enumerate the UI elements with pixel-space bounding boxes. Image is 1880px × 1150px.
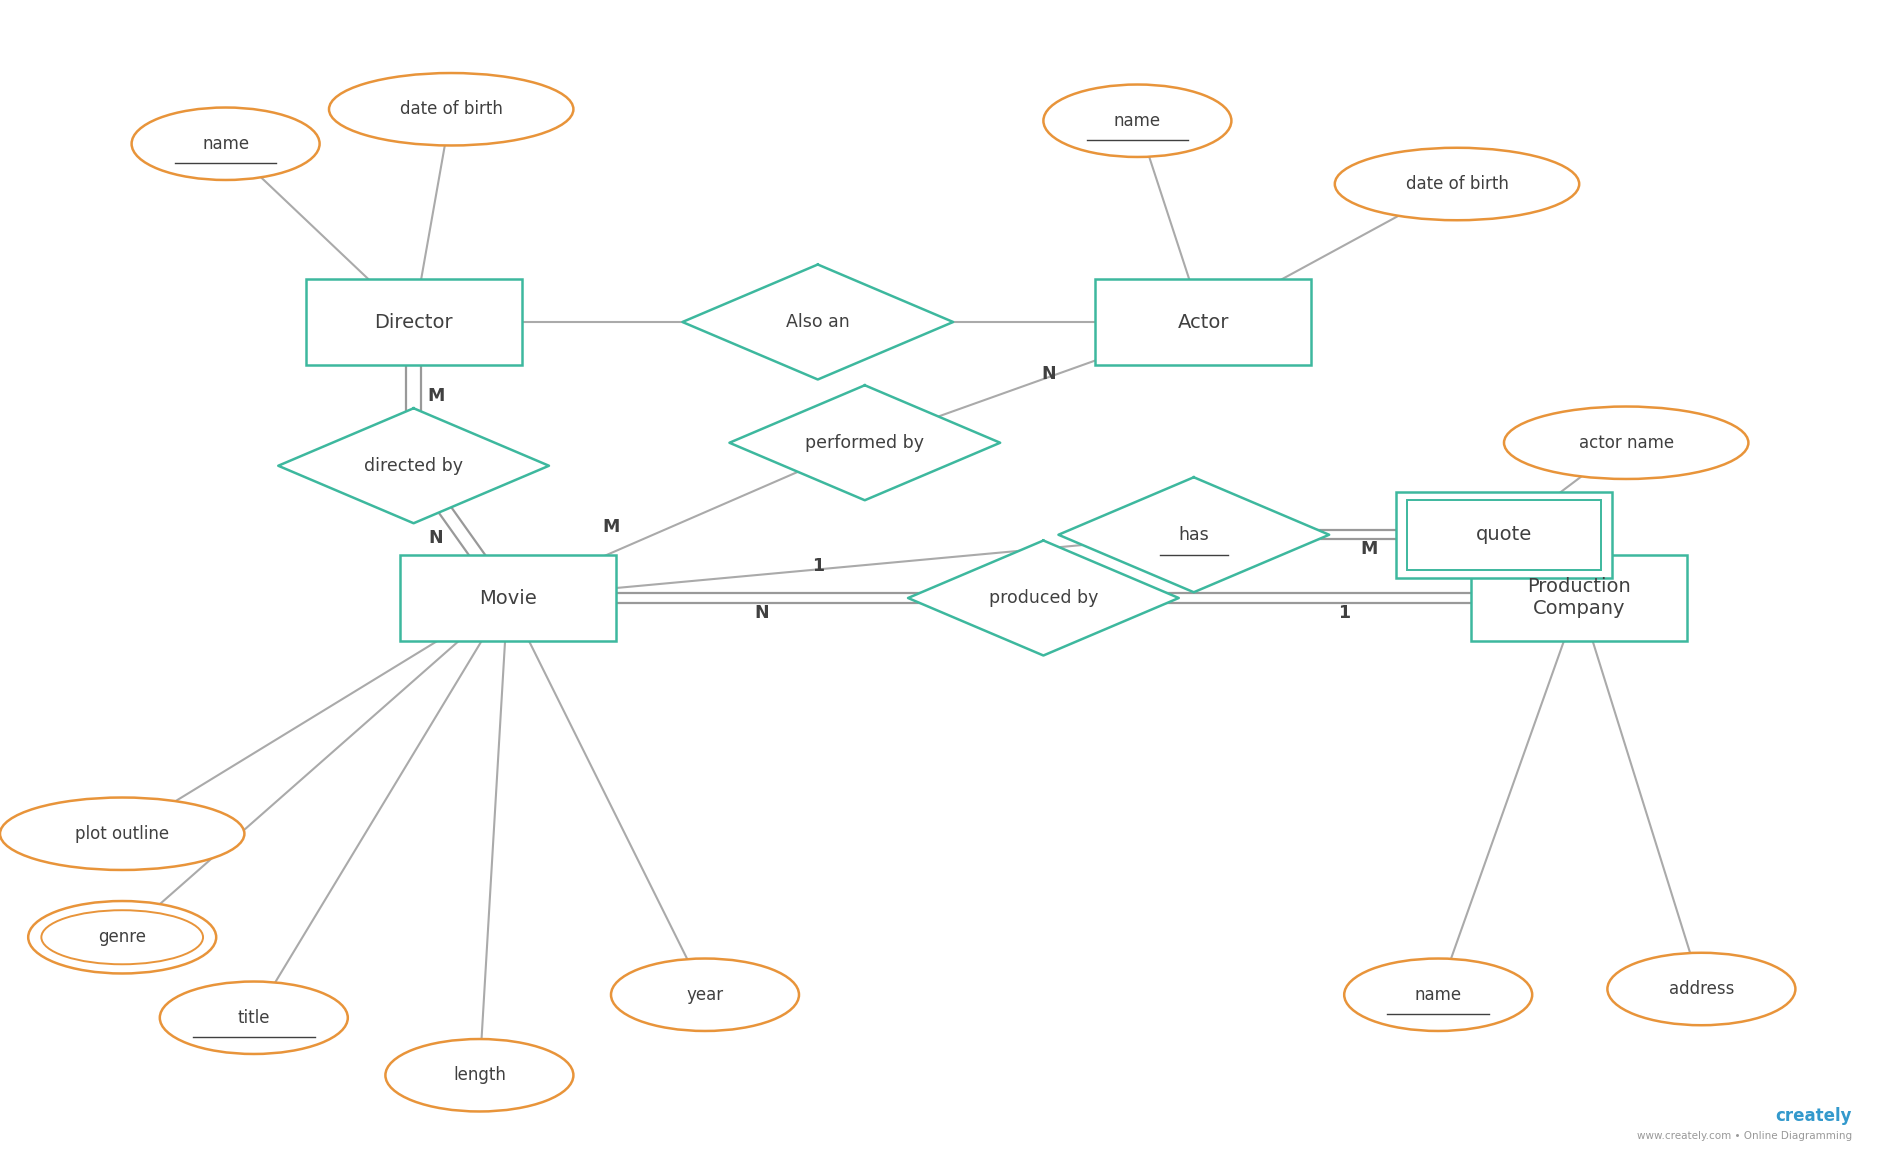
Text: N: N <box>429 529 444 547</box>
Ellipse shape <box>1607 952 1795 1026</box>
Bar <box>1406 500 1602 569</box>
Ellipse shape <box>1043 85 1231 156</box>
Text: www.creately.com • Online Diagramming: www.creately.com • Online Diagramming <box>1637 1130 1852 1141</box>
Polygon shape <box>908 540 1179 656</box>
Text: M: M <box>427 386 446 405</box>
Text: title: title <box>237 1009 271 1027</box>
Ellipse shape <box>132 108 320 179</box>
Text: address: address <box>1669 980 1733 998</box>
Ellipse shape <box>160 982 348 1053</box>
Text: N: N <box>754 604 769 622</box>
Ellipse shape <box>0 798 244 869</box>
Bar <box>1096 278 1312 366</box>
Text: genre: genre <box>98 928 147 946</box>
Bar <box>400 554 617 642</box>
Text: quote: quote <box>1476 526 1532 544</box>
Polygon shape <box>682 264 953 380</box>
Ellipse shape <box>28 902 216 973</box>
Ellipse shape <box>611 959 799 1030</box>
Text: N: N <box>1042 365 1057 383</box>
Text: 1: 1 <box>1339 604 1350 622</box>
Text: Director: Director <box>374 313 453 331</box>
Text: name: name <box>1113 112 1162 130</box>
Ellipse shape <box>1335 147 1579 221</box>
Text: has: has <box>1179 526 1209 544</box>
Polygon shape <box>278 408 549 523</box>
Ellipse shape <box>41 911 203 964</box>
Bar <box>1470 554 1688 642</box>
Ellipse shape <box>329 74 573 145</box>
Polygon shape <box>729 385 1000 500</box>
Bar <box>1395 492 1613 577</box>
Text: 1: 1 <box>812 557 823 575</box>
Text: date of birth: date of birth <box>400 100 502 118</box>
Text: performed by: performed by <box>805 434 925 452</box>
Text: date of birth: date of birth <box>1406 175 1508 193</box>
Text: creately: creately <box>1775 1106 1852 1125</box>
Polygon shape <box>1058 477 1329 592</box>
Text: Movie: Movie <box>479 589 536 607</box>
Bar <box>305 278 523 366</box>
Ellipse shape <box>1344 959 1532 1030</box>
Text: directed by: directed by <box>365 457 462 475</box>
Text: year: year <box>686 986 724 1004</box>
Text: produced by: produced by <box>989 589 1098 607</box>
Text: length: length <box>453 1066 506 1084</box>
Text: name: name <box>1414 986 1463 1004</box>
Text: plot outline: plot outline <box>75 825 169 843</box>
Ellipse shape <box>1504 406 1748 478</box>
Text: M: M <box>602 518 620 536</box>
Text: Production
Company: Production Company <box>1527 577 1632 619</box>
Text: Also an: Also an <box>786 313 850 331</box>
Ellipse shape <box>385 1040 573 1111</box>
Text: Actor: Actor <box>1177 313 1230 331</box>
Text: actor name: actor name <box>1579 434 1673 452</box>
Text: M: M <box>1359 539 1378 558</box>
Text: name: name <box>201 135 250 153</box>
